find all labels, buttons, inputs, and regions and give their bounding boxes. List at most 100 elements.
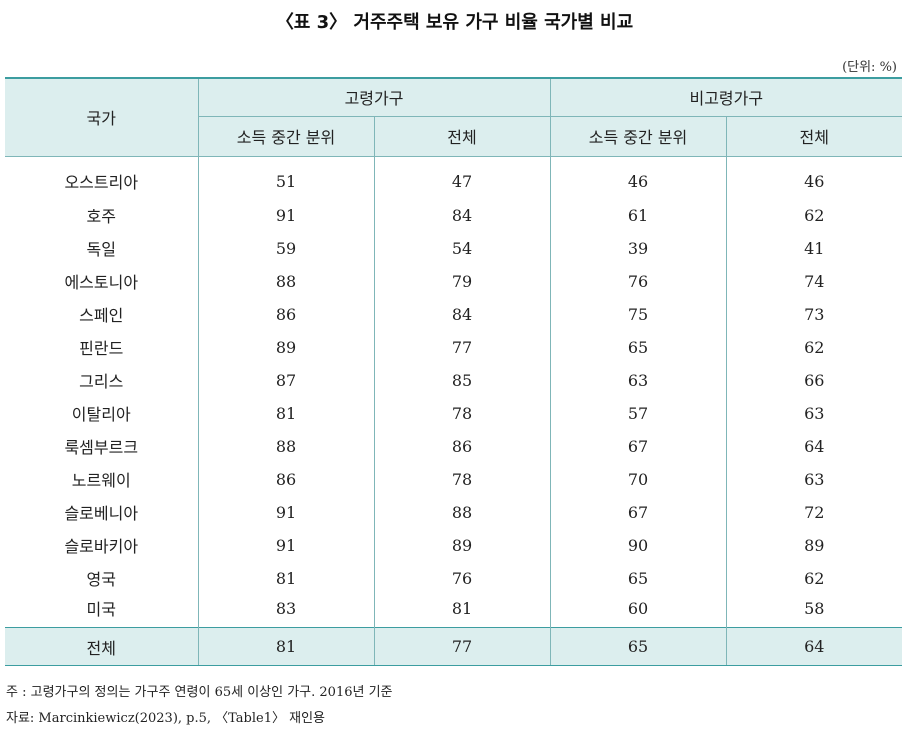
row-elderly-median: 87 <box>197 363 374 397</box>
table-row: 이탈리아 81 78 57 63 <box>5 396 903 430</box>
row-country: 호주 <box>86 207 116 226</box>
row-country: 영국 <box>86 570 116 589</box>
row-non-elderly-total: 63 <box>725 462 903 496</box>
header-non-elderly: 비고령가구 <box>549 77 903 117</box>
table-row: 슬로베니아 91 88 67 72 <box>5 495 903 529</box>
total-non-elderly-total: 64 <box>725 627 903 666</box>
table-row: 오스트리아 51 47 46 46 <box>5 156 903 199</box>
table-row: 미국 83 81 60 58 <box>5 594 903 628</box>
row-elderly-median: 86 <box>197 297 374 331</box>
row-non-elderly-total: 62 <box>725 561 903 595</box>
row-elderly-median: 88 <box>197 264 374 298</box>
table-row: 스페인 86 84 75 73 <box>5 297 903 331</box>
row-non-elderly-median: 39 <box>549 231 727 265</box>
table-row: 그리스 87 85 63 66 <box>5 363 903 397</box>
table-body: 오스트리아 51 47 46 46 호주 91 84 61 62 독일 59 54 39 41 에스토니아 88… <box>5 156 903 628</box>
row-non-elderly-median: 67 <box>549 429 727 463</box>
row-non-elderly-median: 70 <box>549 462 727 496</box>
table-title: 〈표 3〉 거주주택 보유 가구 비율 국가별 비교 <box>275 12 634 33</box>
header-elderly-median: 소득 중간 분위 <box>197 116 374 157</box>
row-non-elderly-median: 61 <box>549 198 727 232</box>
row-non-elderly-median: 65 <box>549 561 727 595</box>
row-country: 슬로베니아 <box>64 504 139 523</box>
row-elderly-median: 86 <box>197 462 374 496</box>
total-row: 전체 81 77 65 64 <box>5 627 903 666</box>
row-non-elderly-median: 90 <box>549 528 727 562</box>
row-elderly-median: 88 <box>197 429 374 463</box>
row-elderly-total: 47 <box>373 156 551 199</box>
row-elderly-total: 81 <box>373 594 551 628</box>
row-elderly-total: 89 <box>373 528 551 562</box>
row-non-elderly-total: 66 <box>725 363 903 397</box>
row-elderly-total: 76 <box>373 561 551 595</box>
row-non-elderly-total: 63 <box>725 396 903 430</box>
row-elderly-total: 84 <box>373 198 551 232</box>
row-elderly-total: 84 <box>373 297 551 331</box>
row-elderly-total: 78 <box>373 462 551 496</box>
total-row-label: 전체 <box>5 627 198 666</box>
row-elderly-median: 89 <box>197 330 374 364</box>
header-non-elderly-total: 전체 <box>725 116 903 157</box>
row-elderly-median: 91 <box>197 528 374 562</box>
row-elderly-median: 51 <box>197 156 374 199</box>
row-non-elderly-median: 46 <box>549 156 727 199</box>
source-note: 자료: Marcinkiewicz(2023), p.5, 〈Table1〉 재… <box>6 711 326 726</box>
row-country: 에스토니아 <box>64 273 139 292</box>
total-elderly-median: 81 <box>197 627 374 666</box>
table-row: 호주 91 84 61 62 <box>5 198 903 232</box>
row-non-elderly-total: 62 <box>725 330 903 364</box>
row-country: 미국 <box>86 600 116 620</box>
header-elderly: 고령가구 <box>197 77 551 117</box>
table-row: 영국 81 76 65 62 <box>5 561 903 595</box>
row-elderly-total: 85 <box>373 363 551 397</box>
row-country: 독일 <box>86 240 116 259</box>
row-elderly-median: 91 <box>197 495 374 529</box>
header-elderly-total: 전체 <box>373 116 551 157</box>
row-non-elderly-median: 76 <box>549 264 727 298</box>
row-non-elderly-total: 41 <box>725 231 903 265</box>
table-row: 에스토니아 88 79 76 74 <box>5 264 903 298</box>
comparison-table: 국가 고령가구 비고령가구 소득 중간 분위 전체 소득 중간 분위 전체 오스… <box>5 77 903 666</box>
row-country: 이탈리아 <box>71 405 131 424</box>
row-elderly-median: 83 <box>197 594 374 628</box>
row-elderly-median: 91 <box>197 198 374 232</box>
row-elderly-total: 77 <box>373 330 551 364</box>
row-non-elderly-median: 57 <box>549 396 727 430</box>
row-country: 스페인 <box>79 306 124 325</box>
unit-label: (단위: %) <box>842 60 897 75</box>
row-non-elderly-total: 89 <box>725 528 903 562</box>
row-non-elderly-median: 60 <box>549 594 727 628</box>
footnote: 주 : 고령가구의 정의는 가구주 연령이 65세 이상인 가구. 2016년 … <box>6 685 393 700</box>
row-non-elderly-total: 62 <box>725 198 903 232</box>
row-country: 그리스 <box>79 372 124 391</box>
total-elderly-total: 77 <box>373 627 551 666</box>
row-non-elderly-total: 74 <box>725 264 903 298</box>
header-non-elderly-median: 소득 중간 분위 <box>549 116 727 157</box>
row-non-elderly-median: 65 <box>549 330 727 364</box>
row-elderly-total: 54 <box>373 231 551 265</box>
row-country: 핀란드 <box>79 339 124 358</box>
row-non-elderly-median: 63 <box>549 363 727 397</box>
row-elderly-total: 88 <box>373 495 551 529</box>
table-row: 독일 59 54 39 41 <box>5 231 903 265</box>
header-country: 국가 <box>5 77 198 157</box>
row-elderly-median: 59 <box>197 231 374 265</box>
table-row: 룩셈부르크 88 86 67 64 <box>5 429 903 463</box>
row-non-elderly-median: 67 <box>549 495 727 529</box>
row-elderly-median: 81 <box>197 561 374 595</box>
row-non-elderly-median: 75 <box>549 297 727 331</box>
row-non-elderly-total: 72 <box>725 495 903 529</box>
row-elderly-total: 78 <box>373 396 551 430</box>
row-non-elderly-total: 46 <box>725 156 903 199</box>
row-country: 오스트리아 <box>64 173 139 192</box>
table-row: 슬로바키아 91 89 90 89 <box>5 528 903 562</box>
row-elderly-median: 81 <box>197 396 374 430</box>
row-non-elderly-total: 73 <box>725 297 903 331</box>
row-country: 노르웨이 <box>71 471 131 490</box>
row-non-elderly-total: 58 <box>725 594 903 628</box>
row-elderly-total: 86 <box>373 429 551 463</box>
row-country: 슬로바키아 <box>64 537 139 556</box>
table-row: 핀란드 89 77 65 62 <box>5 330 903 364</box>
row-elderly-total: 79 <box>373 264 551 298</box>
table-row: 노르웨이 86 78 70 63 <box>5 462 903 496</box>
